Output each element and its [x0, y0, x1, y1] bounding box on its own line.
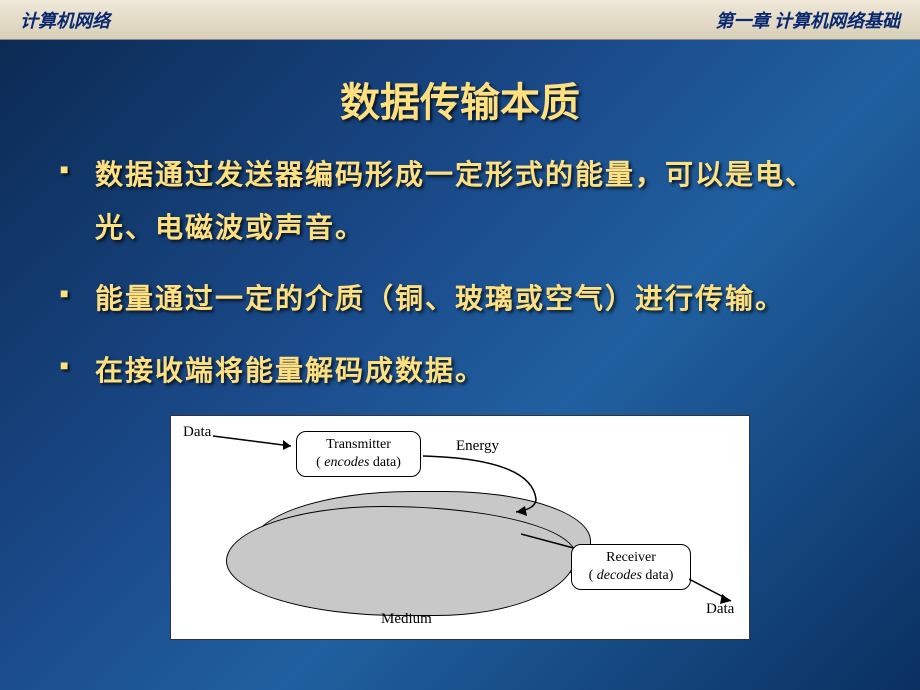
header-left: 计算机网络	[20, 7, 110, 33]
data-in-label: Data	[183, 424, 211, 441]
bullet-item: 能量通过一定的介质（铜、玻璃或空气）进行传输。	[60, 272, 870, 325]
receiver-desc-italic: decodes	[597, 568, 642, 583]
transmitter-desc-suffix: data)	[369, 455, 400, 470]
transmitter-desc-italic: encodes	[324, 455, 369, 470]
receiver-desc-prefix: (	[589, 568, 597, 583]
medium-label: Medium	[381, 611, 432, 628]
bullet-item: 数据通过发送器编码形成一定形式的能量，可以是电、光、电磁波或声音。	[60, 148, 870, 254]
receiver-box: Receiver ( decodes data)	[571, 544, 691, 590]
data-out-label: Data	[706, 601, 734, 618]
header-bar: 计算机网络 第一章 计算机网络基础	[0, 0, 920, 40]
bullet-item: 在接收端将能量解码成数据。	[60, 344, 870, 397]
receiver-title: Receiver	[606, 550, 656, 565]
transmitter-title: Transmitter	[326, 437, 391, 452]
arrow-data-to-transmitter	[213, 430, 303, 460]
bullet-list: 数据通过发送器编码形成一定形式的能量，可以是电、光、电磁波或声音。 能量通过一定…	[0, 148, 920, 397]
transmitter-box: Transmitter ( encodes data)	[296, 431, 421, 477]
header-right: 第一章 计算机网络基础	[716, 7, 901, 33]
receiver-desc-suffix: data)	[642, 568, 673, 583]
energy-label: Energy	[456, 438, 499, 455]
slide-title: 数据传输本质	[0, 70, 920, 128]
transmission-diagram: Data Transmitter ( encodes data) Energy …	[170, 415, 750, 640]
arrow-transmitter-to-medium	[421, 454, 561, 524]
